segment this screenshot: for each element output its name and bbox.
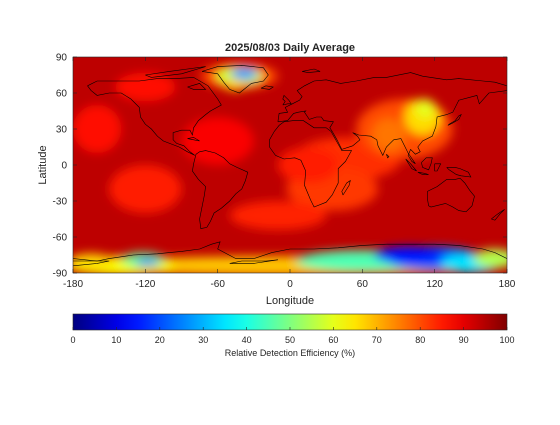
field-feature-15 [229, 201, 327, 230]
coastline-segment [341, 179, 351, 196]
x-axis: -180 -120 -60 0 60 120 180 [63, 57, 516, 290]
x-tick-label: 60 [357, 279, 369, 290]
coastline-segment [417, 171, 429, 175]
coastline-segment [491, 209, 505, 221]
coastline-segment [386, 153, 390, 159]
field-feature-23 [374, 246, 447, 264]
colorbar-ticks: 0 10 20 30 40 50 60 70 80 90 100 [70, 327, 515, 345]
field-feature-8 [73, 105, 122, 153]
field-feature-7 [109, 165, 182, 213]
coastline-segment [277, 72, 507, 165]
colorbar: 0 10 20 30 40 50 60 70 80 90 100 Relative Detectio… [70, 313, 515, 358]
y-tick-label: 30 [56, 125, 68, 136]
colorbar-tick-label: 70 [372, 335, 382, 345]
coastline-segment [87, 77, 222, 156]
coastline-segment [187, 83, 207, 90]
coastline-segment [229, 259, 278, 264]
field-feature-5 [415, 99, 435, 119]
y-tick-label: 90 [56, 53, 68, 64]
y-axis-label: Latitude [37, 145, 49, 184]
colorbar-tick-label: 60 [328, 335, 338, 345]
field-feature-9 [115, 72, 176, 102]
coastline-segment [73, 241, 507, 262]
x-axis-label: Longitude [266, 295, 314, 307]
coastlines [73, 65, 507, 267]
y-tick-label: 0 [61, 161, 67, 172]
colorbar-tick-label: 50 [285, 335, 295, 345]
y-tick-label: -90 [53, 269, 68, 280]
coastline-segment [260, 85, 274, 90]
field-feature-13 [230, 67, 258, 80]
coastline-segment [447, 113, 462, 126]
coastline-segment [192, 150, 249, 229]
field-feature-6 [371, 118, 406, 152]
coastline-segment [446, 167, 472, 178]
colorbar-tick-label: 100 [499, 335, 514, 345]
plot-area [72, 56, 508, 274]
coastline-segment [187, 137, 200, 142]
x-tick-label: 180 [499, 279, 516, 290]
coastline-segment [145, 66, 206, 78]
data-field [73, 62, 507, 273]
coastline-segment [269, 120, 353, 208]
colorbar-tick-label: 80 [415, 335, 425, 345]
y-tick-label: -30 [53, 197, 68, 208]
coastline-segment [421, 157, 433, 171]
y-axis: 90 60 30 0 -30 -60 -90 [53, 53, 507, 280]
x-tick-label: -180 [63, 279, 83, 290]
coastline-segment [282, 94, 292, 106]
x-tick-label: -60 [210, 279, 225, 290]
colorbar-label: Relative Detection Efficiency (%) [225, 348, 355, 358]
coastline-segment [201, 65, 269, 94]
coastline-segment [427, 177, 475, 213]
colorbar-tick-label: 10 [111, 335, 121, 345]
chart-title: 2025/08/03 Daily Average [225, 42, 355, 54]
colorbar-tick-label: 40 [242, 335, 252, 345]
coastline-segment [73, 260, 110, 267]
x-tick-label: -120 [135, 279, 155, 290]
field-feature-25 [473, 249, 507, 269]
x-tick-label: 0 [287, 279, 293, 290]
x-tick-label: 120 [426, 279, 443, 290]
field-feature-19 [135, 258, 160, 266]
y-tick-label: 60 [56, 89, 68, 100]
coastline-segment [302, 68, 321, 73]
field-feature-14 [224, 78, 245, 91]
coastline-segment [434, 163, 442, 172]
colorbar-tick-label: 0 [70, 335, 75, 345]
colorbar-tick-label: 20 [155, 335, 165, 345]
colorbar-tick-label: 30 [198, 335, 208, 345]
field-feature-10 [181, 117, 254, 165]
y-tick-label: -60 [53, 233, 68, 244]
colorbar-tick-label: 90 [459, 335, 469, 345]
coastline-segment [405, 158, 417, 172]
field-feature-2 [277, 147, 339, 183]
